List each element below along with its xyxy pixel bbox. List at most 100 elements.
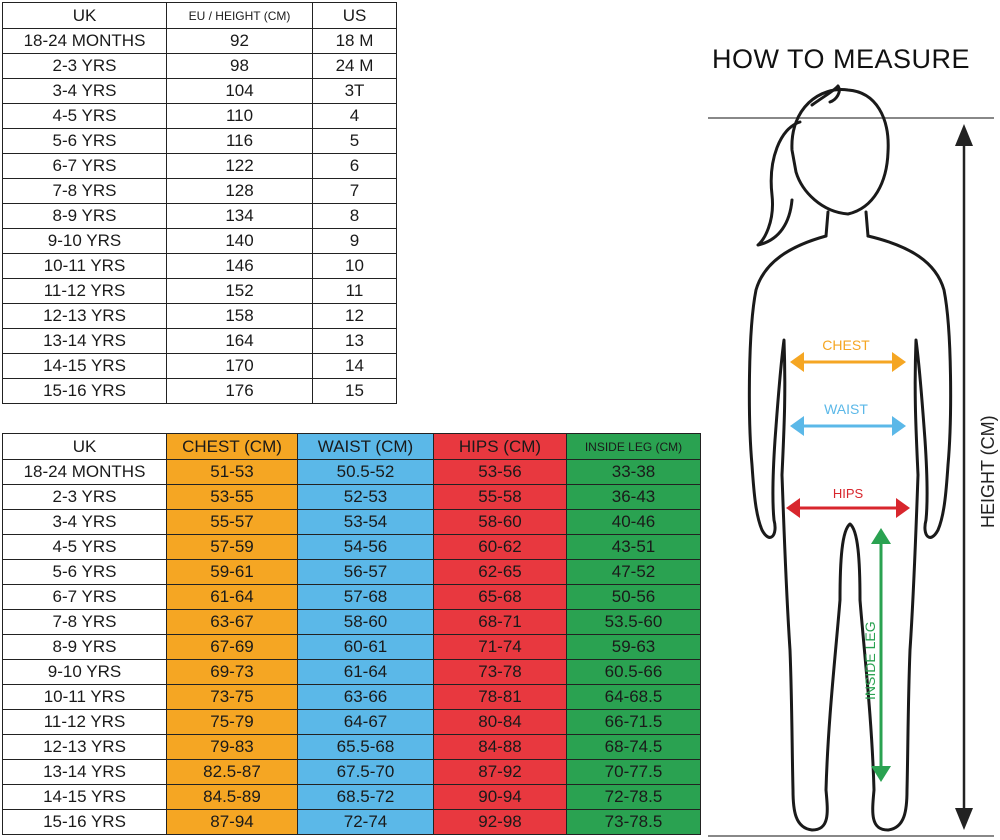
conversion-table-body: 18-24 MONTHS 92 18 M 2-3 YRS 98 24 M 3-4 YRS 10…: [2, 28, 397, 404]
conversion-cell-eu-height: 134: [166, 203, 313, 229]
conversion-cell-uk: 7-8 YRS: [2, 178, 167, 204]
measurement-cell-waist: 65.5-68: [297, 734, 434, 760]
conversion-cell-uk: 13-14 YRS: [2, 328, 167, 354]
measurement-table-row: 13-14 YRS 82.5-87 67.5-70 87-92 70-77.5: [2, 759, 701, 785]
measurement-table-row: 18-24 MONTHS 51-53 50.5-52 53-56 33-38: [2, 459, 701, 485]
conversion-table-row: 11-12 YRS 152 11: [2, 278, 397, 304]
conversion-cell-uk: 8-9 YRS: [2, 203, 167, 229]
measurement-cell-uk: 14-15 YRS: [2, 784, 167, 810]
measurement-cell-chest: 55-57: [166, 509, 298, 535]
measurement-cell-hips: 71-74: [433, 634, 567, 660]
measurement-cell-uk: 8-9 YRS: [2, 634, 167, 660]
conversion-cell-uk: 15-16 YRS: [2, 378, 167, 404]
conversion-cell-eu-height: 176: [166, 378, 313, 404]
measurement-table-row: 4-5 YRS 57-59 54-56 60-62 43-51: [2, 534, 701, 560]
measurement-table-row: 5-6 YRS 59-61 56-57 62-65 47-52: [2, 559, 701, 585]
conversion-cell-uk: 4-5 YRS: [2, 103, 167, 129]
conversion-cell-uk: 9-10 YRS: [2, 228, 167, 254]
conversion-table-row: 2-3 YRS 98 24 M: [2, 53, 397, 79]
measurement-cell-uk: 4-5 YRS: [2, 534, 167, 560]
measurement-cell-uk: 9-10 YRS: [2, 659, 167, 685]
conversion-cell-us: 18 M: [312, 28, 397, 54]
measurement-cell-inside-leg: 70-77.5: [566, 759, 701, 785]
conversion-header-uk: UK: [2, 2, 167, 29]
measurement-cell-uk: 13-14 YRS: [2, 759, 167, 785]
measurement-cell-waist: 68.5-72: [297, 784, 434, 810]
measurement-cell-hips: 92-98: [433, 809, 567, 835]
measurement-cell-inside-leg: 66-71.5: [566, 709, 701, 735]
measurement-cell-waist: 67.5-70: [297, 759, 434, 785]
chest-label: CHEST: [822, 337, 870, 353]
measurement-table-row: 11-12 YRS 75-79 64-67 80-84 66-71.5: [2, 709, 701, 735]
measurement-cell-uk: 15-16 YRS: [2, 809, 167, 835]
conversion-cell-us: 6: [312, 153, 397, 179]
measurement-table-row: 9-10 YRS 69-73 61-64 73-78 60.5-66: [2, 659, 701, 685]
measurement-cell-inside-leg: 59-63: [566, 634, 701, 660]
conversion-cell-uk: 18-24 MONTHS: [2, 28, 167, 54]
measurement-header-hips: HIPS (CM): [433, 433, 567, 460]
measurement-table-row: 10-11 YRS 73-75 63-66 78-81 64-68.5: [2, 684, 701, 710]
measurement-cell-uk: 3-4 YRS: [2, 509, 167, 535]
measurement-cell-chest: 69-73: [166, 659, 298, 685]
conversion-table-row: 6-7 YRS 122 6: [2, 153, 397, 179]
measurement-cell-uk: 12-13 YRS: [2, 734, 167, 760]
conversion-cell-eu-height: 128: [166, 178, 313, 204]
conversion-cell-uk: 14-15 YRS: [2, 353, 167, 379]
measurement-cell-hips: 58-60: [433, 509, 567, 535]
measurement-header-waist: WAIST (CM): [297, 433, 434, 460]
conversion-cell-eu-height: 170: [166, 353, 313, 379]
measurement-table-row: 2-3 YRS 53-55 52-53 55-58 36-43: [2, 484, 701, 510]
measurement-cell-chest: 82.5-87: [166, 759, 298, 785]
conversion-cell-uk: 12-13 YRS: [2, 303, 167, 329]
conversion-cell-uk: 5-6 YRS: [2, 128, 167, 154]
chest-arrow-icon: [790, 352, 906, 372]
conversion-cell-us: 11: [312, 278, 397, 304]
measurement-cell-hips: 65-68: [433, 584, 567, 610]
conversion-table-row: 10-11 YRS 146 10: [2, 253, 397, 279]
waist-label: WAIST: [824, 401, 868, 417]
size-conversion-table: UK EU / HEIGHT (CM) US 18-24 MONTHS 92 18 …: [2, 2, 397, 404]
measurement-cell-waist: 57-68: [297, 584, 434, 610]
measurement-cell-waist: 53-54: [297, 509, 434, 535]
conversion-table-row: 15-16 YRS 176 15: [2, 378, 397, 404]
measurement-cell-inside-leg: 36-43: [566, 484, 701, 510]
inside-leg-arrow-icon: [871, 528, 891, 782]
inside-leg-label: INSIDE LEG: [862, 621, 878, 700]
measurement-cell-hips: 73-78: [433, 659, 567, 685]
measurement-cell-uk: 10-11 YRS: [2, 684, 167, 710]
conversion-cell-eu-height: 98: [166, 53, 313, 79]
conversion-cell-uk: 3-4 YRS: [2, 78, 167, 104]
measurement-cell-inside-leg: 60.5-66: [566, 659, 701, 685]
measurement-cell-waist: 63-66: [297, 684, 434, 710]
measurement-cell-inside-leg: 64-68.5: [566, 684, 701, 710]
measurement-cell-hips: 78-81: [433, 684, 567, 710]
measurement-cell-chest: 79-83: [166, 734, 298, 760]
conversion-cell-us: 13: [312, 328, 397, 354]
conversion-table-row: 3-4 YRS 104 3T: [2, 78, 397, 104]
measurement-table-row: 6-7 YRS 61-64 57-68 65-68 50-56: [2, 584, 701, 610]
conversion-header-row: UK EU / HEIGHT (CM) US: [2, 2, 397, 29]
measurement-table-row: 12-13 YRS 79-83 65.5-68 84-88 68-74.5: [2, 734, 701, 760]
conversion-cell-us: 3T: [312, 78, 397, 104]
conversion-cell-us: 14: [312, 353, 397, 379]
conversion-table-row: 14-15 YRS 170 14: [2, 353, 397, 379]
measurement-cell-hips: 80-84: [433, 709, 567, 735]
conversion-cell-us: 4: [312, 103, 397, 129]
measurement-cell-hips: 68-71: [433, 609, 567, 635]
height-arrow-icon: [955, 124, 973, 830]
measurement-cell-uk: 5-6 YRS: [2, 559, 167, 585]
measurement-cell-chest: 61-64: [166, 584, 298, 610]
conversion-cell-us: 10: [312, 253, 397, 279]
measurement-cell-hips: 87-92: [433, 759, 567, 785]
measurement-cell-waist: 61-64: [297, 659, 434, 685]
measurement-cell-hips: 62-65: [433, 559, 567, 585]
measurement-table-row: 15-16 YRS 87-94 72-74 92-98 73-78.5: [2, 809, 701, 835]
conversion-table-row: 7-8 YRS 128 7: [2, 178, 397, 204]
measurement-cell-chest: 73-75: [166, 684, 298, 710]
conversion-cell-eu-height: 104: [166, 78, 313, 104]
measurement-cell-inside-leg: 53.5-60: [566, 609, 701, 635]
conversion-cell-eu-height: 146: [166, 253, 313, 279]
conversion-table-row: 8-9 YRS 134 8: [2, 203, 397, 229]
conversion-table-row: 4-5 YRS 110 4: [2, 103, 397, 129]
measurement-cell-hips: 90-94: [433, 784, 567, 810]
